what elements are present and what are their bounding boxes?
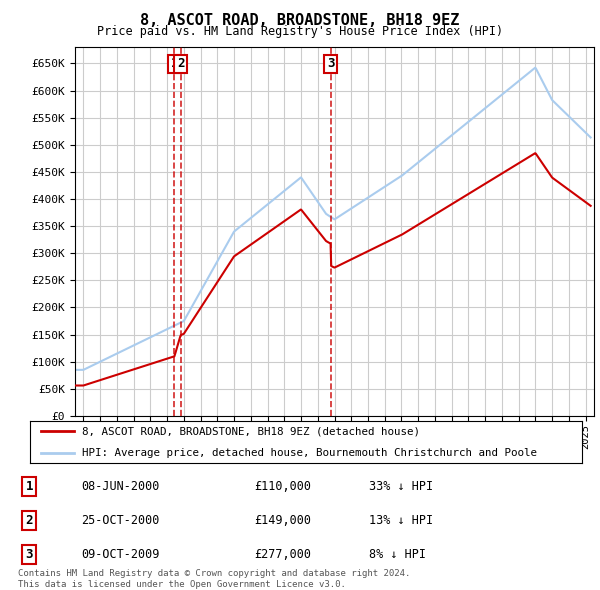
Text: 2: 2 bbox=[177, 57, 184, 70]
Text: 13% ↓ HPI: 13% ↓ HPI bbox=[369, 514, 433, 527]
Text: £149,000: £149,000 bbox=[254, 514, 311, 527]
Text: £277,000: £277,000 bbox=[254, 548, 311, 561]
Text: HPI: Average price, detached house, Bournemouth Christchurch and Poole: HPI: Average price, detached house, Bour… bbox=[82, 448, 538, 457]
Text: 3: 3 bbox=[327, 57, 334, 70]
Text: 08-JUN-2000: 08-JUN-2000 bbox=[81, 480, 160, 493]
Text: 33% ↓ HPI: 33% ↓ HPI bbox=[369, 480, 433, 493]
Text: Contains HM Land Registry data © Crown copyright and database right 2024.
This d: Contains HM Land Registry data © Crown c… bbox=[18, 569, 410, 589]
Text: 8% ↓ HPI: 8% ↓ HPI bbox=[369, 548, 426, 561]
Text: 8, ASCOT ROAD, BROADSTONE, BH18 9EZ (detached house): 8, ASCOT ROAD, BROADSTONE, BH18 9EZ (det… bbox=[82, 427, 421, 436]
Text: 8, ASCOT ROAD, BROADSTONE, BH18 9EZ: 8, ASCOT ROAD, BROADSTONE, BH18 9EZ bbox=[140, 13, 460, 28]
Text: 1: 1 bbox=[170, 57, 178, 70]
Text: £110,000: £110,000 bbox=[254, 480, 311, 493]
Text: 2: 2 bbox=[26, 514, 33, 527]
Text: 1: 1 bbox=[26, 480, 33, 493]
Text: 3: 3 bbox=[26, 548, 33, 561]
Text: 09-OCT-2009: 09-OCT-2009 bbox=[81, 548, 160, 561]
Text: 25-OCT-2000: 25-OCT-2000 bbox=[81, 514, 160, 527]
Text: Price paid vs. HM Land Registry's House Price Index (HPI): Price paid vs. HM Land Registry's House … bbox=[97, 25, 503, 38]
